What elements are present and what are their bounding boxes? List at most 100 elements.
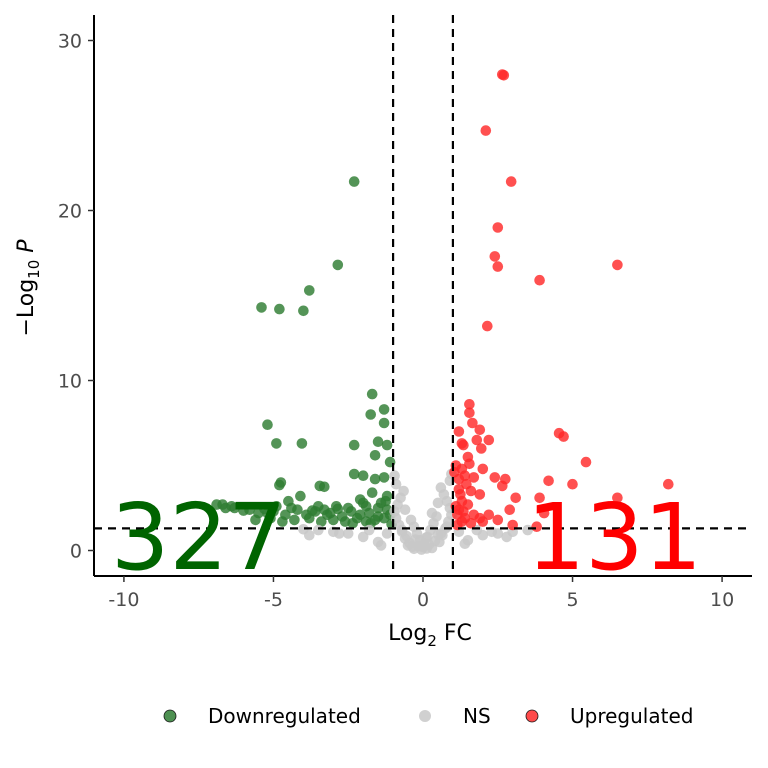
point-ns-65: [381, 528, 393, 539]
point-upregulated-59: [449, 467, 460, 478]
point-downregulated-75: [220, 502, 231, 514]
point-upregulated-26: [477, 463, 489, 475]
point-upregulated-40: [534, 492, 545, 504]
point-downregulated-44: [244, 504, 255, 515]
point-upregulated-2: [480, 125, 492, 136]
point-upregulated-34: [567, 478, 578, 490]
x-tick-label: -5: [264, 589, 283, 611]
point-downregulated-78: [347, 518, 359, 529]
point-upregulated-61: [458, 506, 469, 517]
legend-label-ns: NS: [463, 704, 491, 728]
x-tick-label: 0: [417, 589, 429, 611]
point-upregulated-4: [492, 222, 504, 233]
point-downregulated-76: [322, 509, 333, 521]
point-downregulated-62: [316, 516, 327, 527]
point-upregulated-14: [453, 426, 465, 437]
x-axis-title-sub: 2: [427, 632, 437, 650]
point-downregulated-4: [274, 303, 285, 315]
point-downregulated-71: [380, 495, 391, 507]
point-ns-54: [363, 524, 375, 536]
point-upregulated-13: [474, 424, 486, 436]
point-ns-27: [435, 482, 447, 493]
point-downregulated-7: [378, 404, 390, 415]
point-upregulated-7: [612, 259, 623, 271]
point-downregulated-20: [369, 473, 381, 485]
y-tick-label: 10: [58, 371, 82, 393]
point-downregulated-14: [348, 439, 360, 451]
legend: Downregulated NS Upregulated: [163, 704, 693, 728]
point-upregulated-12: [467, 417, 478, 429]
x-tick-label: -10: [108, 589, 139, 611]
point-downregulated-18: [348, 468, 360, 480]
series-upregulated: [449, 69, 674, 532]
x-axis-ticks: -10 -5 0 5 10: [108, 576, 734, 611]
point-downregulated-72: [357, 497, 369, 509]
point-ns-52: [313, 524, 324, 536]
point-upregulated-53: [477, 516, 489, 527]
point-ns-43: [421, 543, 432, 554]
legend-label-downregulated: Downregulated: [208, 704, 361, 728]
series-downregulated: [211, 176, 397, 530]
point-ns-70: [399, 504, 411, 515]
point-downregulated-74: [211, 499, 222, 510]
x-axis-title-tail: FC: [437, 621, 472, 646]
point-downregulated-12: [296, 438, 308, 449]
point-downregulated-15: [381, 439, 393, 451]
point-downregulated-80: [307, 505, 318, 516]
point-ns-45: [435, 528, 447, 539]
point-upregulated-38: [474, 489, 486, 500]
y-axis-title-italic: P: [14, 239, 39, 260]
point-upregulated-30: [489, 472, 501, 483]
point-ns-68: [459, 538, 471, 549]
point-upregulated-39: [510, 492, 521, 504]
point-downregulated-13: [372, 436, 384, 448]
point-upregulated-15: [483, 434, 495, 446]
point-upregulated-51: [483, 509, 495, 521]
point-ns-39: [420, 532, 432, 544]
point-ns-26: [398, 485, 409, 497]
point-ns-50: [342, 528, 354, 539]
y-axis-title: −Log10 P: [14, 239, 43, 337]
point-downregulated-64: [289, 514, 300, 526]
point-upregulated-1: [498, 70, 510, 81]
point-downregulated-22: [274, 479, 285, 491]
legend-label-upregulated: Upregulated: [570, 704, 693, 728]
point-upregulated-32: [497, 480, 508, 492]
y-axis-title-prefix: −Log: [14, 279, 39, 337]
point-downregulated-11: [271, 438, 282, 449]
point-downregulated-3: [256, 302, 267, 313]
point-upregulated-18: [471, 434, 483, 446]
point-upregulated-62: [465, 518, 477, 529]
point-upregulated-35: [663, 478, 674, 490]
y-tick-label: 20: [58, 201, 82, 223]
point-downregulated-16: [369, 450, 381, 461]
point-upregulated-6: [492, 261, 504, 272]
downregulated-count: 327: [111, 484, 287, 591]
point-ns-44: [407, 541, 418, 553]
point-ns-69: [426, 507, 438, 519]
point-downregulated-67: [250, 514, 261, 526]
point-downregulated-1: [332, 259, 344, 271]
point-ns-67: [375, 540, 387, 551]
point-upregulated-3: [505, 176, 517, 187]
point-downregulated-56: [378, 512, 390, 524]
point-upregulated-57: [455, 489, 466, 500]
point-upregulated-21: [558, 431, 569, 442]
point-upregulated-9: [482, 320, 493, 332]
point-downregulated-29: [366, 487, 378, 499]
point-downregulated-8: [365, 409, 377, 420]
point-downregulated-6: [366, 388, 378, 400]
point-ns-8: [405, 514, 417, 526]
x-tick-label: 10: [710, 589, 734, 611]
upregulated-count: 131: [527, 484, 703, 591]
point-upregulated-5: [489, 251, 501, 262]
point-upregulated-58: [461, 478, 472, 490]
point-upregulated-10: [464, 399, 475, 410]
point-downregulated-10: [262, 419, 273, 431]
point-ns-55: [334, 528, 345, 539]
point-downregulated-73: [283, 495, 294, 507]
point-ns-30: [389, 470, 400, 482]
point-upregulated-27: [580, 456, 592, 468]
